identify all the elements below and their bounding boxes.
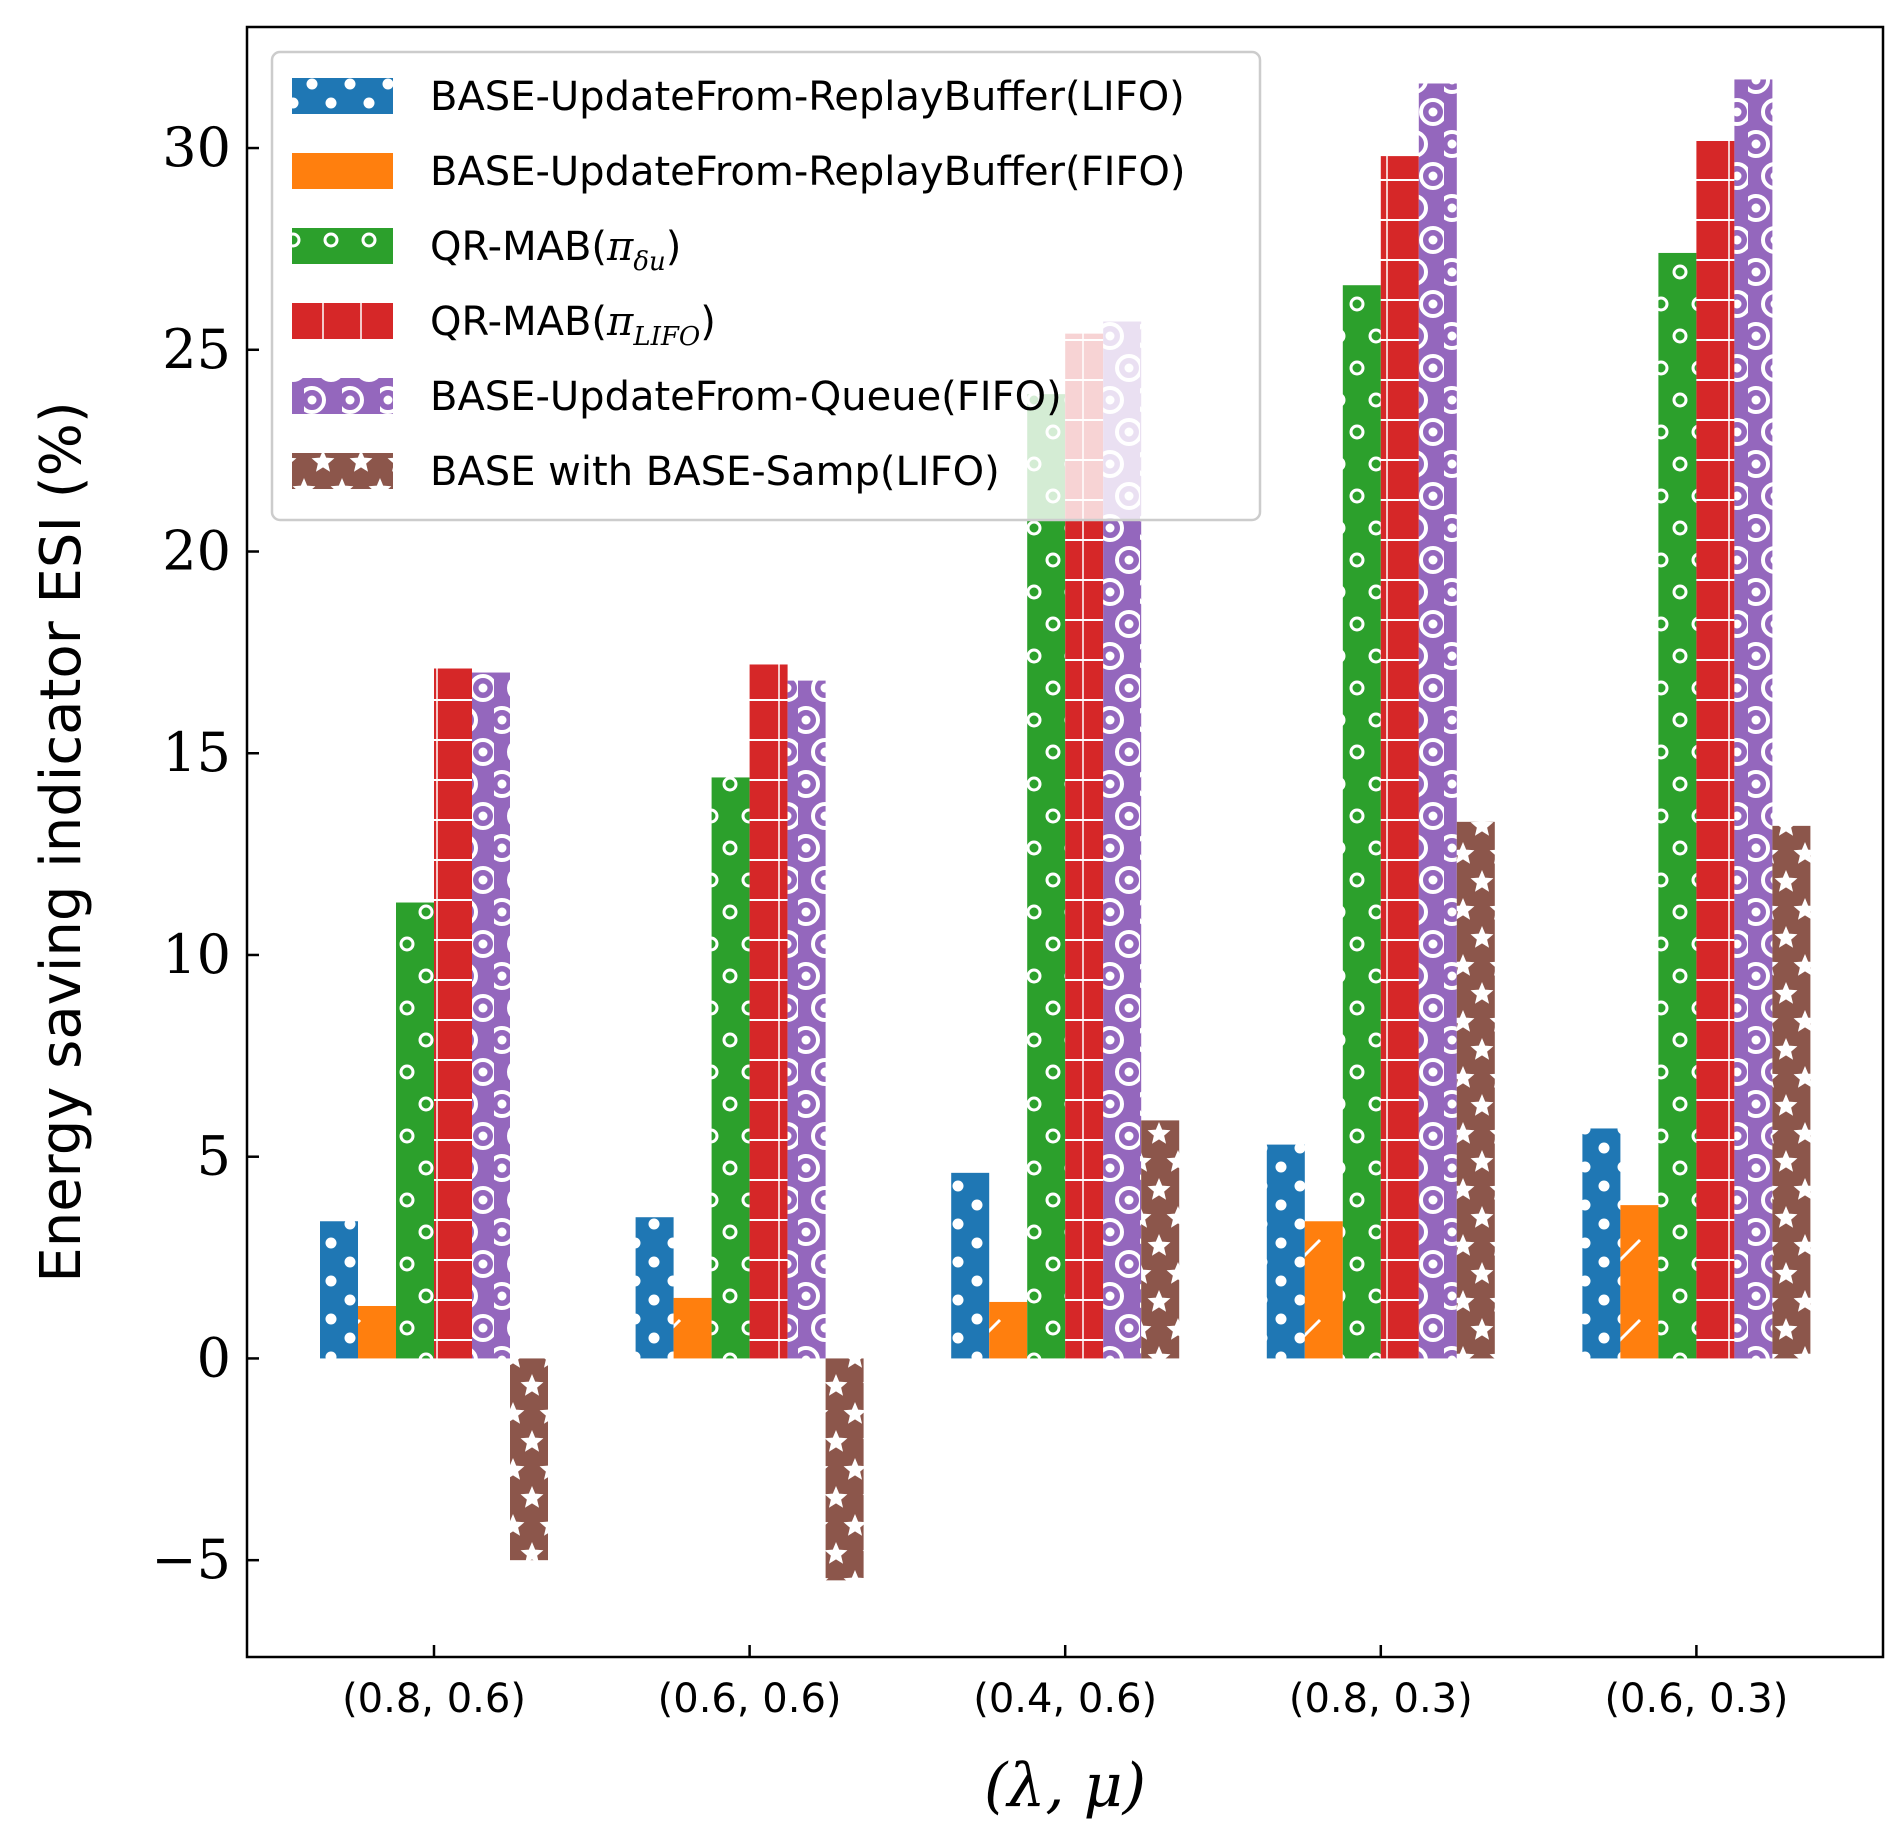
y-axis-label: Energy saving indicator ESI (%) bbox=[29, 401, 94, 1282]
bar-2-0 bbox=[396, 902, 434, 1359]
y-tick-label: 10 bbox=[162, 923, 231, 986]
bar-4-3 bbox=[1418, 83, 1457, 1359]
bar-0-1 bbox=[635, 1217, 674, 1359]
bar-5-4 bbox=[1772, 825, 1811, 1359]
y-tick-label: 30 bbox=[162, 116, 231, 179]
bar-0-2 bbox=[951, 1172, 990, 1359]
bar-4-0 bbox=[472, 672, 510, 1359]
y-tick-label: −5 bbox=[151, 1528, 231, 1591]
bar-5-0 bbox=[510, 1358, 548, 1561]
legend-swatch-0 bbox=[292, 78, 393, 114]
x-tick-label: (0.6, 0.3) bbox=[1604, 1676, 1788, 1722]
y-tick-label: 5 bbox=[197, 1125, 231, 1188]
bar-2-3 bbox=[1342, 285, 1381, 1359]
bar-4-1 bbox=[787, 680, 826, 1359]
bar-3-0 bbox=[434, 668, 472, 1359]
y-tick-label: 25 bbox=[162, 318, 231, 381]
bar-1-0 bbox=[358, 1305, 396, 1359]
bar-5-2 bbox=[1141, 1120, 1180, 1359]
x-tick-label: (0.8, 0.6) bbox=[342, 1676, 526, 1722]
bar-2-2 bbox=[1027, 394, 1066, 1359]
y-tick-label: 0 bbox=[197, 1326, 231, 1389]
legend-box bbox=[270, 50, 1262, 522]
bar-3-3 bbox=[1380, 156, 1419, 1359]
bar-5-3 bbox=[1456, 821, 1495, 1359]
x-axis-label: (λ, μ) bbox=[984, 1751, 1146, 1821]
bar-1-3 bbox=[1304, 1221, 1343, 1359]
legend-label-4: BASE-UpdateFrom-Queue(FIFO) bbox=[430, 374, 1062, 420]
x-tick-label: (0.8, 0.3) bbox=[1289, 1676, 1473, 1722]
legend-label-0: BASE-UpdateFrom-ReplayBuffer(LIFO) bbox=[430, 74, 1185, 120]
bar-3-1 bbox=[749, 664, 788, 1359]
x-tick-label: (0.4, 0.6) bbox=[973, 1676, 1157, 1722]
bar-3-4 bbox=[1696, 139, 1735, 1359]
legend-swatch-5 bbox=[292, 453, 393, 489]
legend: BASE-UpdateFrom-ReplayBuffer(LIFO) BASE-U… bbox=[270, 50, 1262, 522]
ticks-layer: −5 0 5 10 15 20 25 30 (0.8, 0.6) (0.6, 0.6) (0.4, … bbox=[151, 116, 1788, 1722]
bar-1-4 bbox=[1620, 1205, 1659, 1359]
bars-layer bbox=[320, 79, 1811, 1581]
y-tick-label: 20 bbox=[162, 520, 231, 583]
legend-label-1: BASE-UpdateFrom-ReplayBuffer(FIFO) bbox=[430, 149, 1186, 195]
legend-swatch-2 bbox=[292, 228, 393, 264]
legend-label-2: QR-MAB(πδu) bbox=[430, 224, 681, 277]
legend-swatch-3 bbox=[292, 303, 393, 339]
bar-1-1 bbox=[673, 1297, 712, 1359]
legend-swatch-1 bbox=[292, 153, 393, 189]
bar-0-3 bbox=[1266, 1144, 1305, 1359]
legend-swatch-4 bbox=[292, 378, 393, 414]
bar-5-1 bbox=[825, 1358, 864, 1581]
x-tick-label: (0.6, 0.6) bbox=[658, 1676, 842, 1722]
legend-label-5: BASE with BASE-Samp(LIFO) bbox=[430, 449, 1000, 495]
bar-2-1 bbox=[711, 777, 750, 1359]
bar-0-4 bbox=[1582, 1128, 1621, 1359]
legend-label-3: QR-MAB(πLIFO) bbox=[430, 299, 716, 352]
bar-4-4 bbox=[1734, 79, 1773, 1359]
bar-1-2 bbox=[989, 1301, 1028, 1359]
y-tick-label: 15 bbox=[162, 721, 231, 784]
bar-2-4 bbox=[1658, 252, 1697, 1359]
bar-0-0 bbox=[320, 1221, 358, 1359]
